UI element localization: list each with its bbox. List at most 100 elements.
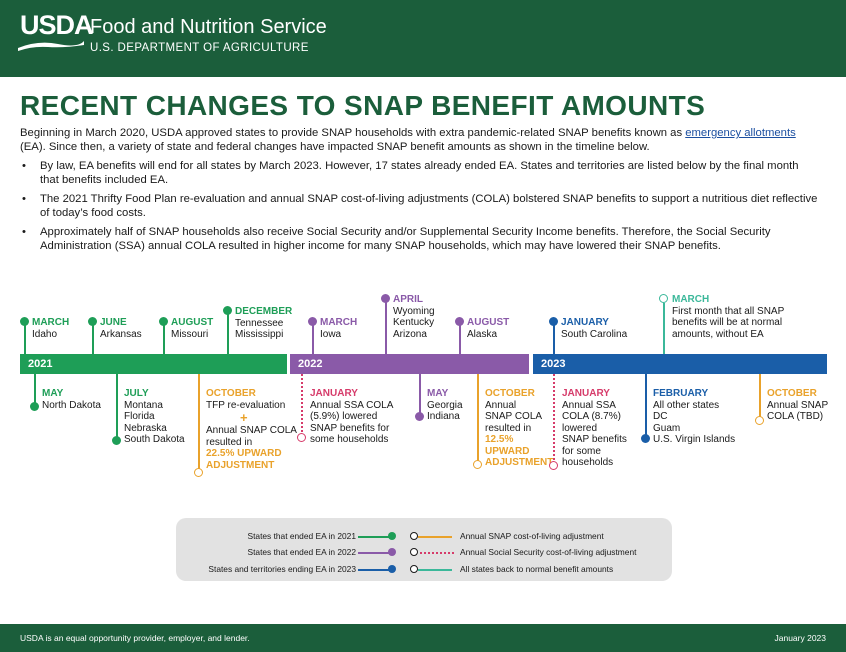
timeline-ring bbox=[659, 294, 668, 303]
event-month: JANUARY bbox=[561, 317, 609, 328]
event-month: JANUARY bbox=[310, 388, 358, 399]
timeline-dot bbox=[415, 412, 424, 421]
event-line: households bbox=[562, 457, 614, 468]
timeline: 2021 2022 2023 MARCH Idaho JUNE Arkansas… bbox=[0, 290, 846, 490]
event-line: Wyoming bbox=[393, 305, 435, 317]
timeline-stem bbox=[163, 325, 165, 354]
timeline-stem bbox=[419, 374, 421, 416]
timeline-dot bbox=[20, 317, 29, 326]
timeline-stem bbox=[759, 374, 761, 418]
timeline-stem bbox=[553, 325, 555, 354]
event-month: MARCH bbox=[32, 317, 70, 328]
timeline-stem bbox=[477, 374, 479, 464]
event-march-2022: MARCH Iowa bbox=[320, 317, 357, 340]
timeline-stem bbox=[312, 325, 314, 354]
department-name: U.S. DEPARTMENT OF AGRICULTURE bbox=[90, 42, 309, 54]
event-line: Kentucky bbox=[393, 317, 435, 328]
event-line: resulted in bbox=[206, 436, 253, 448]
event-month: DECEMBER bbox=[235, 306, 293, 317]
event-line: COLA (TBD) bbox=[767, 411, 824, 422]
timeline-stem bbox=[116, 374, 118, 440]
event-month: JUNE bbox=[100, 317, 127, 328]
legend: States that ended EA in 2021 States that… bbox=[176, 518, 672, 581]
event-text: Arkansas bbox=[100, 328, 142, 340]
plus-sign: + bbox=[240, 410, 248, 425]
event-month: MARCH bbox=[672, 294, 710, 305]
event-line: All other states bbox=[653, 399, 720, 411]
event-line: benefits will be at normal bbox=[672, 317, 783, 328]
page-title: RECENT CHANGES TO SNAP BENEFIT AMOUNTS bbox=[20, 90, 706, 121]
event-line: U.S. Virgin Islands bbox=[653, 434, 736, 445]
intro-text-end: (EA). Since then, a variety of state and… bbox=[20, 140, 650, 153]
legend-label: Annual Social Security cost-of-living ad… bbox=[460, 547, 637, 557]
legend-label: States that ended EA in 2022 bbox=[247, 547, 357, 557]
event-line: Annual bbox=[485, 399, 517, 411]
timeline-dotted-stem bbox=[553, 374, 555, 464]
legend-line bbox=[358, 552, 392, 554]
timeline-dot bbox=[381, 294, 390, 303]
year-bar-2023: 2023 bbox=[533, 354, 827, 374]
event-line: Indiana bbox=[427, 411, 460, 422]
timeline-ring bbox=[297, 433, 306, 442]
timeline-ring bbox=[755, 416, 764, 425]
legend-dotted-line bbox=[420, 552, 454, 554]
event-june-2021: JUNE Arkansas bbox=[100, 317, 142, 340]
event-line: Tennessee bbox=[235, 317, 284, 329]
legend-label: All states back to normal benefit amount… bbox=[460, 564, 614, 574]
legend-ring bbox=[410, 548, 418, 556]
event-october-2022: OCTOBER Annual SNAP COLA resulted in 12.… bbox=[485, 388, 553, 469]
event-line: Annual SNAP COLA bbox=[206, 425, 297, 436]
timeline-ring bbox=[194, 468, 203, 477]
header-banner: USDA Food and Nutrition Service U.S. DEP… bbox=[0, 0, 846, 77]
usda-logo-swoosh bbox=[18, 41, 84, 51]
timeline-dot bbox=[30, 402, 39, 411]
event-line: Georgia bbox=[427, 399, 463, 411]
legend-dot bbox=[388, 532, 396, 540]
event-highlight: ADJUSTMENT bbox=[206, 459, 275, 471]
timeline-dot bbox=[159, 317, 168, 326]
event-line: COLA (8.7%) bbox=[562, 411, 621, 422]
event-month: AUGUST bbox=[171, 317, 214, 328]
event-line: resulted in bbox=[485, 422, 532, 434]
year-bar-2021: 2021 bbox=[20, 354, 287, 374]
event-month: JULY bbox=[124, 388, 149, 399]
year-label: 2021 bbox=[28, 358, 53, 370]
event-line: some households bbox=[310, 434, 389, 445]
footer-date: January 2023 bbox=[774, 633, 826, 643]
timeline-dot bbox=[455, 317, 464, 326]
timeline-stem bbox=[24, 325, 26, 354]
event-month: OCTOBER bbox=[206, 388, 256, 399]
event-line: SNAP COLA bbox=[485, 411, 543, 422]
event-line: Annual SSA COLA bbox=[310, 399, 394, 411]
legend-line bbox=[358, 536, 392, 538]
bullet-item: Approximately half of SNAP households al… bbox=[20, 226, 820, 253]
event-month: MAY bbox=[427, 388, 449, 399]
event-march-2021: MARCH Idaho bbox=[32, 317, 69, 340]
event-line: TFP re-evaluation bbox=[206, 399, 286, 411]
event-highlight: 22.5% UPWARD bbox=[206, 448, 282, 459]
event-month: AUGUST bbox=[467, 317, 510, 328]
event-line: Florida bbox=[124, 411, 155, 422]
event-line: amounts, without EA bbox=[672, 328, 764, 340]
event-october-2023: OCTOBER Annual SNAP COLA (TBD) bbox=[767, 388, 828, 423]
event-april-2022: APRIL Wyoming Kentucky Arizona bbox=[393, 294, 435, 340]
event-line: SNAP benefits for bbox=[310, 422, 390, 434]
event-october-2021: OCTOBER TFP re-evaluation + Annual SNAP … bbox=[206, 388, 297, 471]
event-highlight: ADJUSTMENT bbox=[485, 457, 554, 468]
event-may-2022: MAY Georgia Indiana bbox=[427, 388, 463, 423]
event-line: Mississippi bbox=[235, 329, 284, 340]
timeline-ring bbox=[549, 461, 558, 470]
legend-dot bbox=[388, 565, 396, 573]
event-line: (5.9%) lowered bbox=[310, 411, 378, 422]
timeline-stem bbox=[459, 325, 461, 354]
event-may-2021: MAY North Dakota bbox=[42, 388, 101, 411]
legend-ring bbox=[410, 532, 418, 540]
event-august-2022: AUGUST Alaska bbox=[467, 317, 509, 340]
timeline-dot bbox=[112, 436, 121, 445]
event-line: Guam bbox=[653, 422, 681, 434]
emergency-allotments-link[interactable]: emergency allotments bbox=[685, 127, 796, 139]
timeline-dot bbox=[549, 317, 558, 326]
timeline-stem bbox=[645, 374, 647, 438]
intro-paragraph: Beginning in March 2020, USDA approved s… bbox=[20, 127, 810, 154]
event-month: MAY bbox=[42, 388, 64, 399]
